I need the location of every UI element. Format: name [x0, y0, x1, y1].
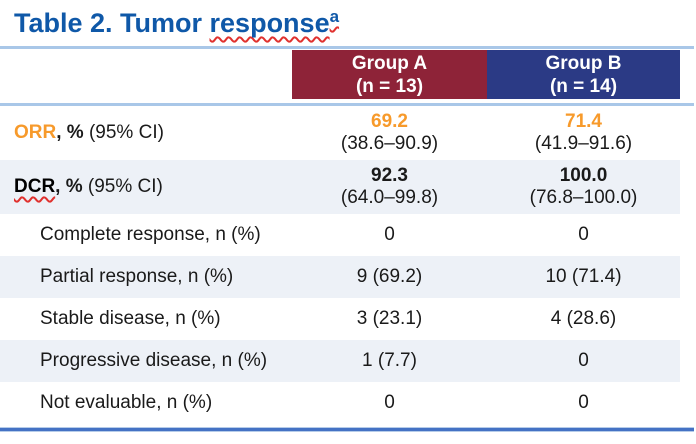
- group-b-cell: 100.0 (76.8–100.0): [487, 165, 680, 209]
- value-main: 4 (28.6): [550, 308, 617, 329]
- value-ci: (38.6–90.9): [340, 133, 439, 154]
- row-label: Progressive disease, n (%): [40, 350, 268, 371]
- group-a-cell: 0: [292, 224, 487, 246]
- value-main: 0: [578, 224, 589, 245]
- top-rule: [0, 46, 694, 49]
- row-label-bold: , %: [55, 176, 83, 197]
- row-label-bold: , %: [56, 122, 84, 143]
- row-label: ORR, % (95% CI): [0, 122, 292, 144]
- value-main: 71.4: [565, 111, 602, 132]
- group-b-n: (n = 14): [549, 75, 618, 97]
- row-label-acronym: DCR: [14, 176, 56, 197]
- value-main: 100.0: [559, 165, 608, 186]
- title-spellcheck-word: response: [209, 8, 330, 38]
- value-main: 0: [578, 392, 589, 413]
- value-main: 69.2: [371, 111, 408, 132]
- group-b-cell: 0: [487, 392, 680, 414]
- value-main: 3 (23.1): [356, 308, 423, 329]
- group-b-name: Group B: [545, 52, 622, 74]
- value-ci: (64.0–99.8): [340, 187, 439, 208]
- group-a-cell: 69.2 (38.6–90.9): [292, 111, 487, 155]
- header-spacer: [0, 50, 292, 99]
- group-b-cell: 4 (28.6): [487, 308, 680, 330]
- title-footnote-marker: a: [329, 7, 340, 26]
- group-b-cell: 0: [487, 350, 680, 372]
- group-a-cell: 1 (7.7): [292, 350, 487, 372]
- table-row: ORR, % (95% CI) 69.2 (38.6–90.9) 71.4 (41.9–…: [0, 106, 680, 160]
- group-a-cell: 92.3 (64.0–99.8): [292, 165, 487, 209]
- group-a-cell: 9 (69.2): [292, 266, 487, 288]
- group-a-n: (n = 13): [355, 75, 424, 97]
- column-header-group-a: Group A (n = 13): [292, 50, 487, 99]
- table-row: DCR, % (95% CI) 92.3 (64.0–99.8) 100.0 (76.8…: [0, 160, 680, 214]
- value-main: 1 (7.7): [362, 350, 417, 371]
- table-row: Complete response, n (%) 0 0: [0, 214, 680, 256]
- table-row: Stable disease, n (%) 3 (23.1) 4 (28.6): [0, 298, 680, 340]
- bottom-rule: [0, 427, 694, 432]
- row-label-regular: (95% CI): [83, 122, 164, 143]
- group-a-cell: 0: [292, 392, 487, 414]
- value-main: 0: [384, 392, 395, 413]
- row-label-regular: (95% CI): [82, 176, 163, 197]
- value-ci: (76.8–100.0): [529, 187, 638, 208]
- row-label: Complete response, n (%): [40, 224, 261, 245]
- group-b-cell: 10 (71.4): [487, 266, 680, 288]
- group-b-cell: 0: [487, 224, 680, 246]
- column-header-group-b: Group B (n = 14): [487, 50, 680, 99]
- table-header: Group A (n = 13) Group B (n = 14): [0, 50, 680, 99]
- table-rows: ORR, % (95% CI) 69.2 (38.6–90.9) 71.4 (41.9–…: [0, 106, 696, 424]
- table-row: Not evaluable, n (%) 0 0: [0, 382, 680, 424]
- table-row: Progressive disease, n (%) 1 (7.7) 0: [0, 340, 680, 382]
- value-main: 10 (71.4): [545, 266, 622, 287]
- value-ci: (41.9–91.6): [534, 133, 633, 154]
- value-main: 92.3: [371, 165, 408, 186]
- group-a-cell: 3 (23.1): [292, 308, 487, 330]
- row-label-acronym: ORR: [14, 122, 57, 143]
- group-b-cell: 71.4 (41.9–91.6): [487, 111, 680, 155]
- row-label: Stable disease, n (%): [40, 308, 221, 329]
- value-main: 0: [384, 224, 395, 245]
- title-text: Table 2. Tumor: [14, 8, 210, 38]
- row-label: Partial response, n (%): [40, 266, 234, 287]
- value-main: 0: [578, 350, 589, 371]
- group-a-name: Group A: [351, 52, 428, 74]
- table-row: Partial response, n (%) 9 (69.2) 10 (71.4): [0, 256, 680, 298]
- header-rule: [0, 103, 694, 106]
- value-main: 9 (69.2): [356, 266, 423, 287]
- row-label: DCR, % (95% CI): [0, 176, 292, 198]
- page-title: Table 2. Tumor responsea: [0, 0, 696, 46]
- row-label: Not evaluable, n (%): [40, 392, 213, 413]
